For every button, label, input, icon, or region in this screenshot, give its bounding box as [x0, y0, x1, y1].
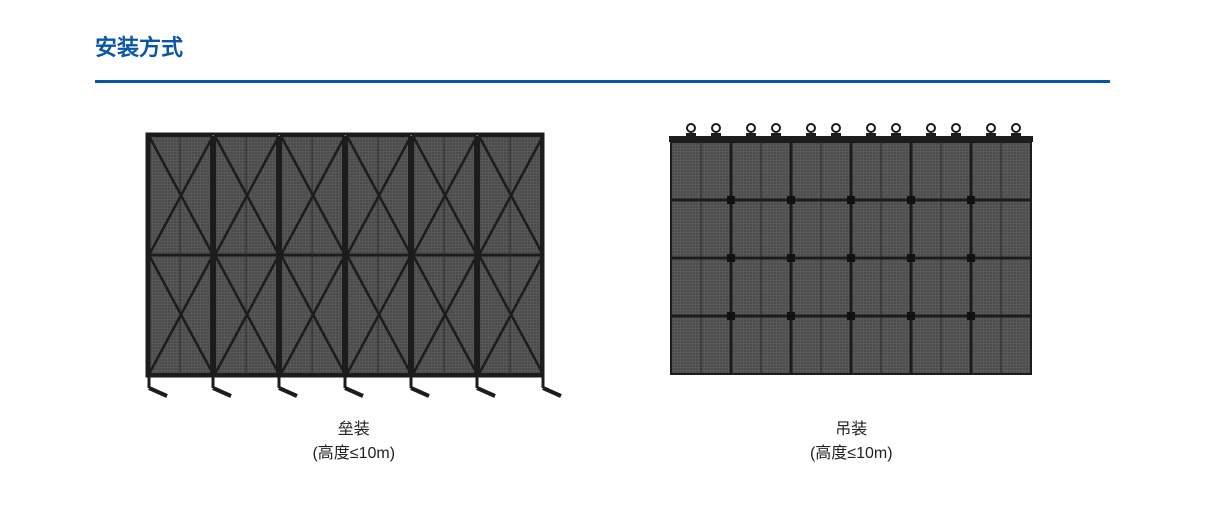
hanging-panel-diagram [656, 118, 1046, 398]
install-method-hanging: 吊装 (高度≤10m) [623, 118, 1081, 466]
diagram-row: 垒装 (高度≤10m) [95, 118, 1110, 466]
hanging-caption: 吊装 (高度≤10m) [810, 418, 893, 466]
stacked-caption: 垒装 (高度≤10m) [312, 418, 395, 466]
section-rule [95, 80, 1110, 83]
stacked-panel-diagram [139, 128, 569, 398]
hanging-caption-line1: 吊装 [810, 418, 893, 442]
section-title: 安装方式 [95, 30, 1110, 62]
install-method-stacked: 垒装 (高度≤10m) [125, 128, 583, 466]
hanging-caption-line2: (高度≤10m) [810, 442, 893, 466]
stacked-caption-line1: 垒装 [312, 418, 395, 442]
stacked-caption-line2: (高度≤10m) [312, 442, 395, 466]
